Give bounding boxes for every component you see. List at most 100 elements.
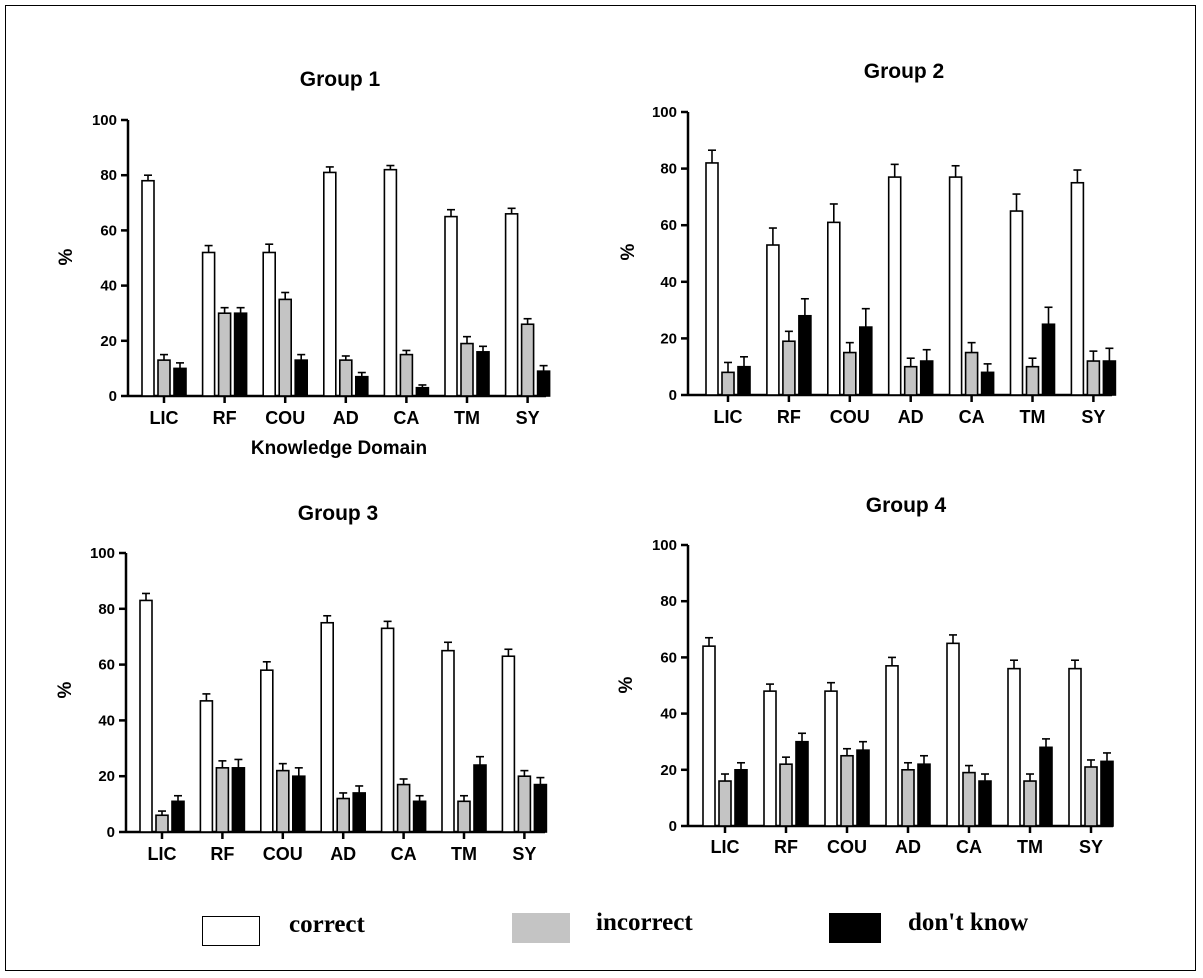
bar-correct bbox=[262, 251, 277, 397]
bar-correct bbox=[141, 179, 155, 397]
bar-correct bbox=[1068, 667, 1082, 827]
legend-label-incorrect: incorrect bbox=[596, 909, 693, 936]
bar-dont-know bbox=[476, 351, 490, 397]
chart-panel-1: Group 1% Knowledge Domain 0 20 40 60 80 100 LIC R… bbox=[56, 68, 551, 459]
x-tick-label: RF bbox=[774, 837, 798, 857]
x-tick-label: COU bbox=[827, 837, 867, 857]
y-axis-label: % bbox=[55, 681, 76, 698]
bar-correct bbox=[139, 599, 153, 833]
x-axis-label: Knowledge Domain bbox=[251, 438, 427, 459]
x-tick-label: SY bbox=[1081, 407, 1105, 427]
y-tick-label: 40 bbox=[660, 274, 677, 291]
bar-correct bbox=[441, 649, 455, 833]
bar-incorrect bbox=[457, 800, 471, 833]
bar-dont-know bbox=[978, 780, 992, 827]
bar-incorrect bbox=[840, 754, 854, 827]
bar-incorrect bbox=[157, 359, 171, 397]
bar-incorrect bbox=[1025, 365, 1040, 396]
chart-panel-4: Group 4% 0 20 40 60 80 100 LIC RF COU AD CA TM SY bbox=[616, 494, 1114, 857]
bar-incorrect bbox=[721, 371, 735, 396]
y-axis-label: % bbox=[618, 243, 639, 260]
x-tick-label: CA bbox=[956, 837, 982, 857]
bar-dont-know bbox=[980, 371, 995, 396]
bar-dont-know bbox=[412, 800, 427, 833]
bar-incorrect bbox=[278, 298, 293, 397]
x-tick-label: TM bbox=[1017, 837, 1043, 857]
bar-correct bbox=[887, 176, 902, 396]
y-tick-label: 60 bbox=[660, 649, 677, 666]
bar-dont-know bbox=[352, 792, 367, 833]
x-tick-label: SY bbox=[516, 408, 540, 428]
bar-incorrect bbox=[336, 797, 351, 833]
y-tick-label: 60 bbox=[98, 657, 115, 674]
x-tick-label: COU bbox=[265, 408, 305, 428]
x-tick-label: SY bbox=[1079, 837, 1103, 857]
y-tick-label: 0 bbox=[669, 387, 677, 404]
bar-incorrect bbox=[962, 771, 976, 827]
x-tick-label: LIC bbox=[711, 837, 740, 857]
x-tick-label: TM bbox=[454, 408, 480, 428]
x-tick-label: CA bbox=[393, 408, 419, 428]
bar-correct bbox=[444, 215, 458, 397]
bar-dont-know bbox=[795, 740, 809, 827]
y-tick-label: 0 bbox=[109, 388, 117, 405]
bar-correct bbox=[504, 213, 519, 397]
bar-dont-know bbox=[737, 365, 751, 396]
bar-correct bbox=[826, 221, 841, 396]
bar-correct bbox=[383, 168, 398, 397]
x-tick-label: COU bbox=[830, 407, 870, 427]
bar-incorrect bbox=[155, 814, 169, 833]
y-tick-label: 40 bbox=[100, 278, 117, 295]
x-tick-label: COU bbox=[263, 844, 303, 864]
bar-dont-know bbox=[856, 749, 870, 827]
y-axis-label: % bbox=[56, 248, 77, 265]
x-tick-label: RF bbox=[213, 408, 237, 428]
bar-dont-know bbox=[917, 763, 931, 827]
x-tick-label: AD bbox=[330, 844, 356, 864]
y-tick-label: 20 bbox=[660, 330, 677, 347]
bar-incorrect bbox=[1023, 780, 1037, 827]
bar-incorrect bbox=[275, 769, 290, 833]
bar-correct bbox=[380, 627, 395, 833]
bar-correct bbox=[1070, 181, 1085, 396]
y-tick-label: 0 bbox=[107, 824, 115, 841]
bar-correct bbox=[824, 690, 838, 827]
bar-correct bbox=[946, 642, 960, 827]
bar-incorrect bbox=[517, 775, 532, 833]
bar-correct bbox=[702, 645, 716, 827]
bar-correct bbox=[705, 162, 719, 396]
x-tick-label: AD bbox=[898, 407, 924, 427]
y-tick-label: 40 bbox=[98, 712, 115, 729]
y-tick-label: 80 bbox=[100, 167, 117, 184]
chart-title: Group 3 bbox=[298, 502, 379, 525]
legend-swatch-incorrect bbox=[512, 913, 570, 943]
bar-dont-know bbox=[536, 370, 551, 397]
legend-label-correct: correct bbox=[289, 911, 365, 938]
x-tick-label: CA bbox=[391, 844, 417, 864]
bar-correct bbox=[322, 171, 337, 397]
bar-incorrect bbox=[399, 353, 414, 397]
bar-incorrect bbox=[903, 365, 918, 396]
legend-label-dont-know: don't know bbox=[908, 909, 1029, 936]
bar-dont-know bbox=[354, 375, 369, 397]
bar-correct bbox=[320, 621, 335, 833]
bar-incorrect bbox=[901, 768, 915, 827]
y-tick-label: 60 bbox=[660, 217, 677, 234]
y-tick-label: 20 bbox=[98, 768, 115, 785]
y-tick-label: 20 bbox=[100, 333, 117, 350]
x-tick-label: CA bbox=[959, 407, 985, 427]
y-tick-label: 0 bbox=[669, 818, 677, 835]
bar-correct bbox=[766, 244, 780, 396]
y-tick-label: 60 bbox=[100, 222, 117, 239]
bar-incorrect bbox=[396, 783, 411, 833]
y-tick-label: 100 bbox=[90, 545, 115, 562]
bar-dont-know bbox=[231, 767, 246, 833]
bar-dont-know bbox=[171, 800, 185, 833]
y-tick-label: 20 bbox=[660, 762, 677, 779]
x-tick-label: RF bbox=[777, 407, 801, 427]
bar-dont-know bbox=[291, 775, 306, 833]
x-tick-label: TM bbox=[451, 844, 477, 864]
bar-incorrect bbox=[842, 351, 857, 396]
bar-incorrect bbox=[718, 780, 732, 827]
bar-incorrect bbox=[1086, 360, 1101, 396]
